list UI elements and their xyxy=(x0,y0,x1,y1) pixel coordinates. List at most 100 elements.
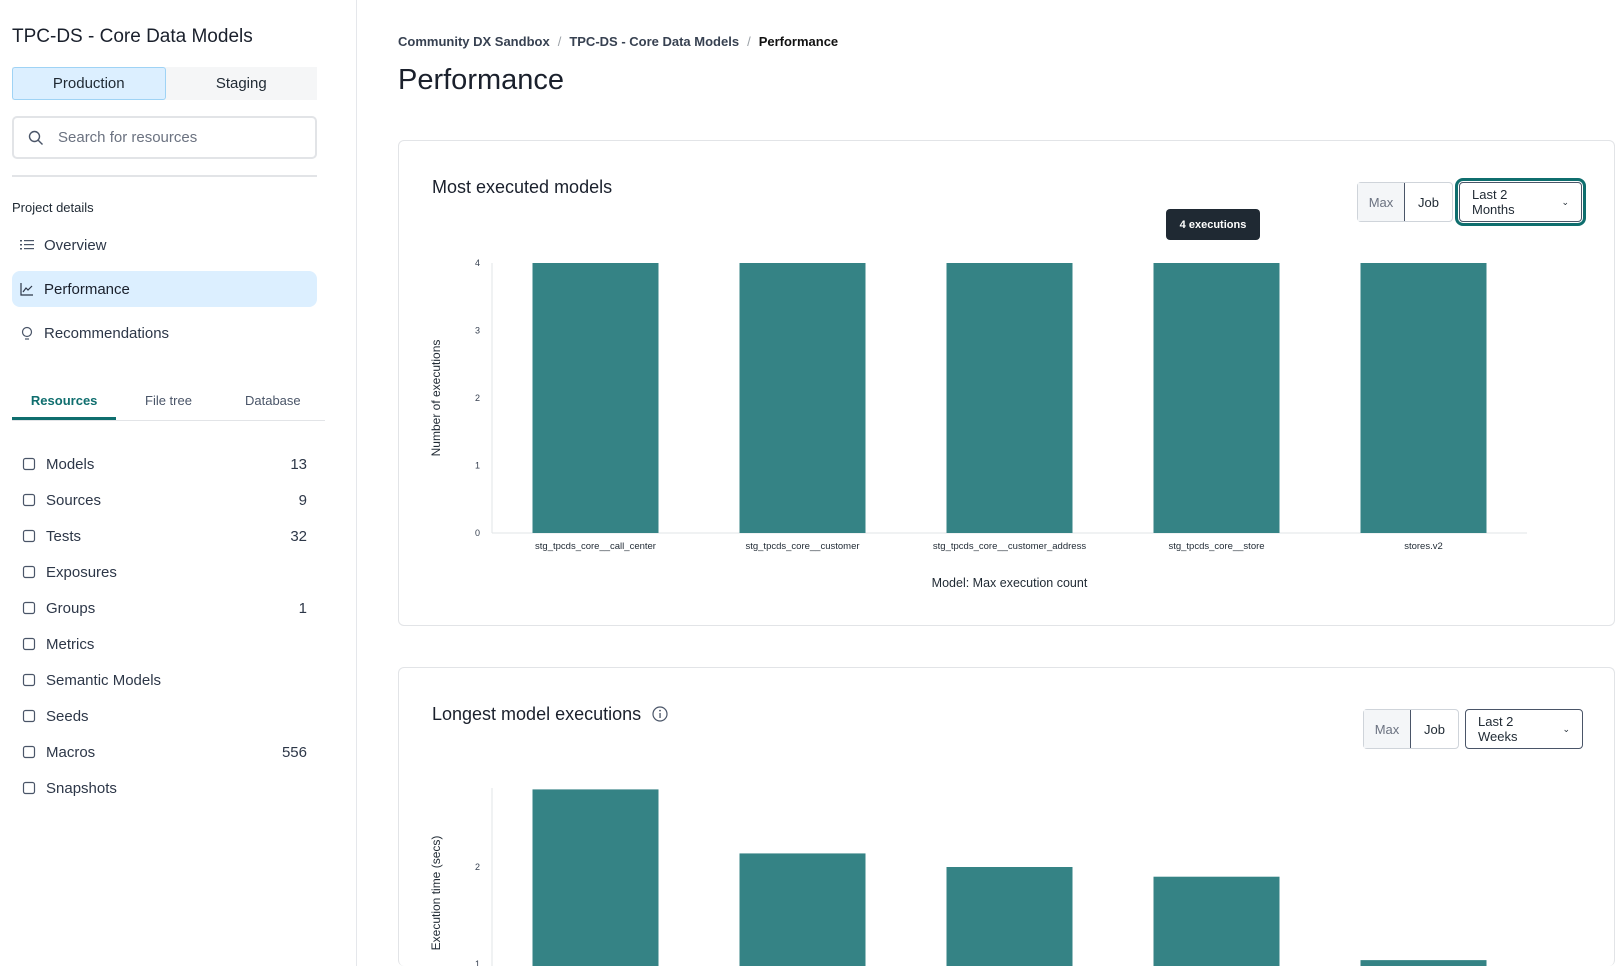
most-executed-card: Most executed models Max Job Last 2 Mont… xyxy=(398,140,1615,626)
max-job-toggle: Max Job xyxy=(1363,709,1459,749)
x-tick-label: stores.v2 xyxy=(1404,541,1443,552)
y-tick-label: 3 xyxy=(475,326,480,336)
breadcrumb-link[interactable]: TPC-DS - Core Data Models xyxy=(569,34,740,49)
breadcrumb: Community DX Sandbox / TPC-DS - Core Data … xyxy=(398,34,838,49)
bar xyxy=(532,789,659,966)
nav-overview[interactable]: Overview xyxy=(12,227,317,263)
breadcrumb-link[interactable]: Community DX Sandbox xyxy=(398,34,550,49)
sidebar: TPC-DS - Core Data Models Production Sta… xyxy=(0,0,357,966)
search-input[interactable]: Search for resources xyxy=(12,116,317,159)
bar-chart-icon xyxy=(22,637,36,651)
x-tick-label: stg_tpcds_core__call_center xyxy=(535,541,656,552)
x-axis-label: Model: Max execution count xyxy=(932,576,1088,590)
tooltip: 4 executions xyxy=(1166,209,1260,240)
resource-label: Groups xyxy=(46,599,96,617)
resource-item[interactable]: Sources 9 xyxy=(22,485,307,515)
resource-item[interactable]: Semantic Models xyxy=(22,665,307,695)
tab-resources[interactable]: Resources xyxy=(12,384,117,420)
chart-line-icon xyxy=(20,283,33,296)
nav-performance[interactable]: Performance xyxy=(12,271,317,307)
max-job-toggle: Max Job xyxy=(1357,182,1453,222)
y-tick-label: 4 xyxy=(475,258,480,268)
resource-item[interactable]: Tests 32 xyxy=(22,521,307,551)
grid-icon xyxy=(22,601,36,615)
resource-item[interactable]: Seeds xyxy=(22,701,307,731)
file-icon xyxy=(22,745,36,759)
y-tick-label: 1 xyxy=(475,959,480,966)
section-label: Project details xyxy=(12,200,94,215)
executions-chart: 0 1 2 3 4 stg_tpcds_core__call_center stg_tpcd… xyxy=(429,258,1527,590)
max-button[interactable]: Max xyxy=(1364,710,1411,748)
environment-toggle: Production Staging xyxy=(12,67,317,100)
env-tab-production[interactable]: Production xyxy=(12,67,166,100)
project-title: TPC-DS - Core Data Models xyxy=(12,26,253,47)
resource-label: Seeds xyxy=(46,707,89,725)
database-icon xyxy=(22,493,36,507)
bar xyxy=(739,853,866,966)
info-icon[interactable] xyxy=(652,706,668,722)
job-button[interactable]: Job xyxy=(1418,194,1439,210)
resource-label: Exposures xyxy=(46,563,117,581)
longest-executions-card: Longest model executions Max Job Last 2 … xyxy=(398,667,1615,966)
y-tick-label: 2 xyxy=(475,862,480,872)
chevron-down-icon: ⌄ xyxy=(1562,723,1570,734)
clipboard-icon xyxy=(22,529,36,543)
bar xyxy=(1153,263,1280,533)
resource-count: 1 xyxy=(298,599,307,617)
resource-item[interactable]: Models 13 xyxy=(22,449,307,479)
nav-label: Performance xyxy=(44,280,130,298)
lightbulb-icon xyxy=(21,326,33,340)
breadcrumb-current: Performance xyxy=(758,34,839,49)
resource-label: Semantic Models xyxy=(46,671,162,689)
breadcrumb-separator: / xyxy=(557,34,562,49)
resource-count: 556 xyxy=(281,743,307,761)
card-title-text: Longest model executions xyxy=(432,704,642,724)
resource-label: Macros xyxy=(46,743,96,761)
time-range-dropdown[interactable]: Last 2 Months ⌄ xyxy=(1455,178,1586,226)
nav-recommendations[interactable]: Recommendations xyxy=(12,315,317,351)
resource-label: Models xyxy=(46,455,95,473)
resource-label: Tests xyxy=(46,527,82,545)
resource-count: 13 xyxy=(290,455,307,473)
resource-label: Snapshots xyxy=(46,779,117,797)
tab-database[interactable]: Database xyxy=(244,393,301,408)
breadcrumb-separator: / xyxy=(747,34,751,49)
bar xyxy=(1360,960,1487,966)
y-axis-label: Execution time (secs) xyxy=(429,836,443,951)
resource-item[interactable]: Exposures xyxy=(22,557,307,587)
resource-tabs: Resources File tree Database xyxy=(12,384,325,421)
y-tick-label: 2 xyxy=(475,393,480,403)
sprout-icon xyxy=(22,709,36,723)
resource-item[interactable]: Metrics xyxy=(22,629,307,659)
resource-item[interactable]: Snapshots xyxy=(22,773,307,803)
max-button[interactable]: Max xyxy=(1358,183,1405,221)
page-title: Performance xyxy=(398,64,565,96)
list-icon xyxy=(20,240,34,250)
bar xyxy=(739,263,866,533)
gauge-icon xyxy=(22,565,36,579)
bar xyxy=(532,263,659,533)
env-tab-staging[interactable]: Staging xyxy=(215,75,267,92)
resource-count: 9 xyxy=(298,491,307,509)
nav-label: Recommendations xyxy=(44,324,170,342)
resource-label: Metrics xyxy=(46,635,95,653)
execution-time-chart: 1 2 Execution time (secs) xyxy=(429,788,1487,966)
card-title: Most executed models xyxy=(432,177,613,197)
resource-item[interactable]: Macros 556 xyxy=(22,737,307,767)
resource-item[interactable]: Groups 1 xyxy=(22,593,307,623)
y-tick-label: 1 xyxy=(475,461,480,471)
y-tick-label: 0 xyxy=(475,528,480,538)
bar xyxy=(1153,876,1280,966)
search-icon xyxy=(28,130,43,145)
resource-count: 32 xyxy=(290,527,307,545)
card-title: Longest model executions xyxy=(432,704,668,725)
tab-file-tree[interactable]: File tree xyxy=(145,393,192,408)
chevron-down-icon: ⌄ xyxy=(1561,196,1569,207)
bar xyxy=(1360,263,1487,533)
nav-label: Overview xyxy=(44,236,107,254)
job-button[interactable]: Job xyxy=(1424,721,1445,737)
time-range-dropdown[interactable]: Last 2 Weeks ⌄ xyxy=(1465,709,1583,749)
x-tick-label: stg_tpcds_core__store xyxy=(1168,541,1264,552)
x-tick-label: stg_tpcds_core__customer xyxy=(745,541,859,552)
search-placeholder: Search for resources xyxy=(58,129,198,146)
